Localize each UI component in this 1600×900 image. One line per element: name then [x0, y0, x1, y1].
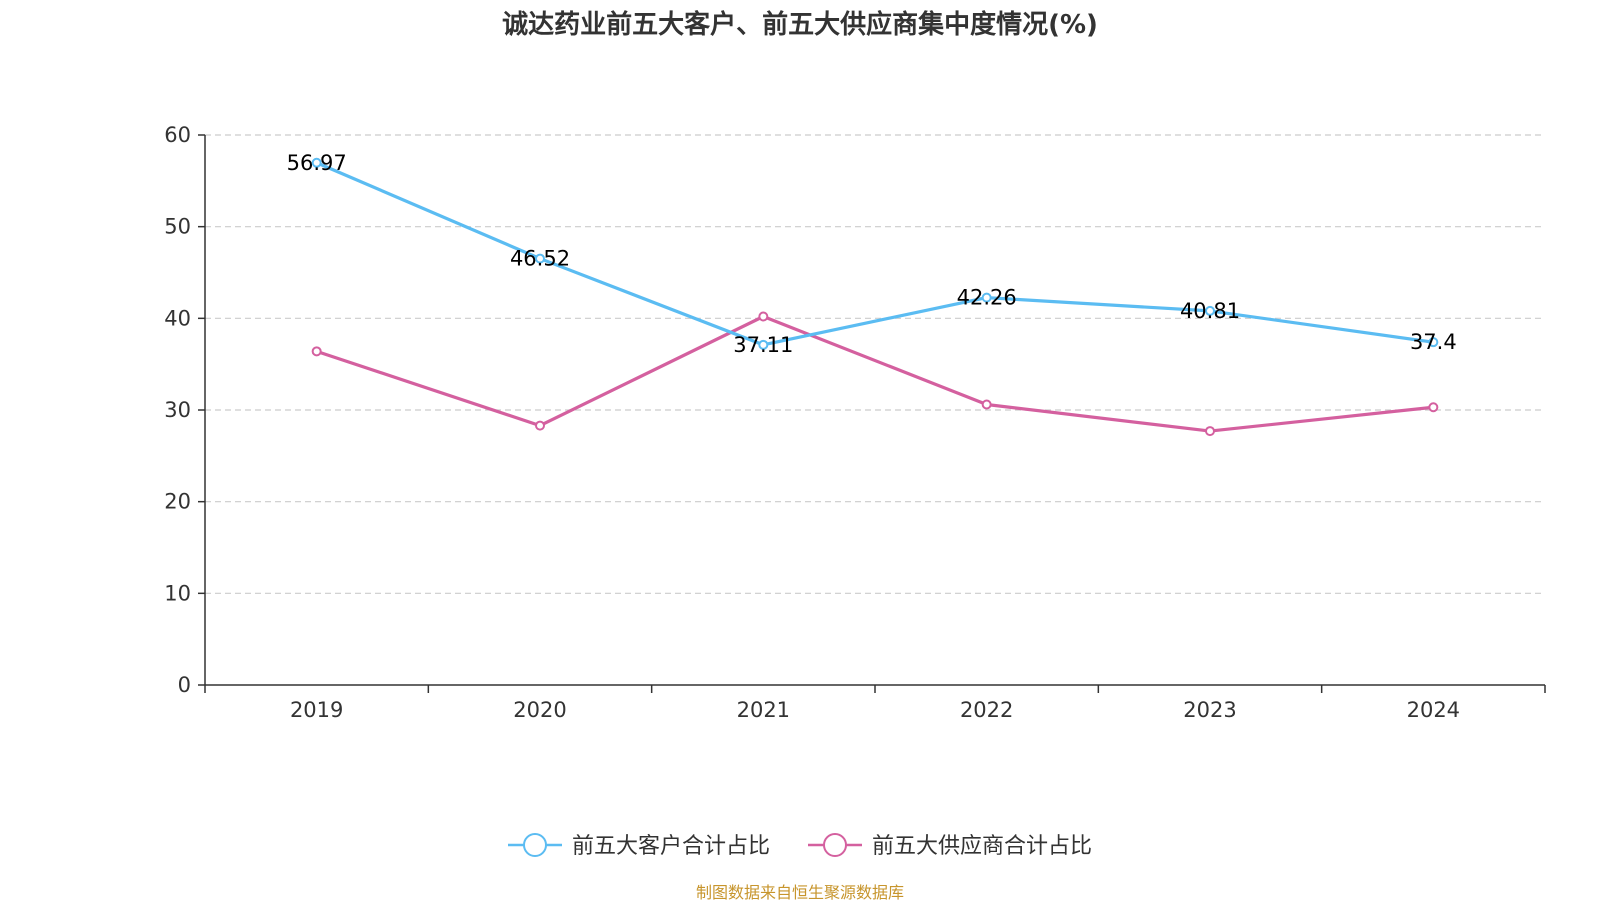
x-tick-label: 2020	[513, 698, 566, 722]
series-line-2	[315, 314, 1435, 433]
legend-label: 前五大客户合计占比	[572, 834, 770, 859]
x-tick-label: 2024	[1407, 698, 1460, 722]
y-tick-labels: 0 10 20 30 40 50 60	[164, 123, 191, 697]
y-tick-label: 50	[164, 215, 191, 239]
chart-title: 诚达药业前五大客户、前五大供应商集中度情况(%)	[502, 9, 1098, 40]
legend-item-2[interactable]: 前五大供应商合计占比	[808, 833, 1092, 859]
source-note: 制图数据来自恒生聚源数据库	[696, 883, 904, 900]
legend-label: 前五大供应商合计占比	[872, 834, 1092, 859]
series-2-point	[1205, 426, 1215, 437]
y-tick-label: 20	[164, 490, 191, 514]
series-1-point	[981, 292, 992, 303]
y-tick-label: 40	[164, 306, 191, 330]
y-tick-label: 30	[164, 398, 191, 422]
y-tick-label: 60	[164, 123, 191, 147]
x-tick-labels: 2019 2020 2021 2022 2023 2024	[290, 698, 1460, 722]
x-tick-label: 2019	[290, 698, 343, 722]
series-1-point	[311, 157, 322, 168]
axes	[198, 134, 1546, 693]
legend-marker-icon	[523, 833, 547, 857]
grid-lines	[205, 134, 1545, 594]
data-label: 56.97	[287, 151, 347, 175]
series-2-point	[758, 311, 769, 322]
legend-marker-icon	[823, 833, 847, 857]
data-labels: 56.97 46.52 37.11 42.26 40.81 37.4	[287, 151, 1457, 357]
series-line-1	[315, 161, 1435, 347]
y-tick-label: 10	[164, 581, 191, 605]
series-2-point	[535, 420, 545, 431]
data-label: 37.11	[733, 333, 793, 357]
legend[interactable]: 前五大客户合计占比 前五大供应商合计占比	[508, 833, 1092, 859]
series-2-point	[1428, 402, 1439, 413]
series-1-point	[758, 339, 769, 350]
data-label: 42.26	[957, 286, 1017, 310]
x-tick-label: 2022	[960, 698, 1013, 722]
series-2-point	[311, 346, 322, 357]
series-1-point	[1205, 305, 1215, 316]
y-tick-label: 0	[178, 673, 191, 697]
series-1-point	[1428, 337, 1439, 348]
data-label: 37.4	[1410, 330, 1457, 354]
data-label: 40.81	[1180, 299, 1240, 323]
series-1-point	[535, 253, 545, 264]
legend-item-1[interactable]: 前五大客户合计占比	[508, 833, 770, 859]
x-tick-label: 2021	[737, 698, 790, 722]
x-tick-label: 2023	[1183, 698, 1236, 722]
data-label: 46.52	[510, 247, 570, 271]
series-2-point	[981, 399, 992, 410]
series-group	[311, 157, 1439, 437]
